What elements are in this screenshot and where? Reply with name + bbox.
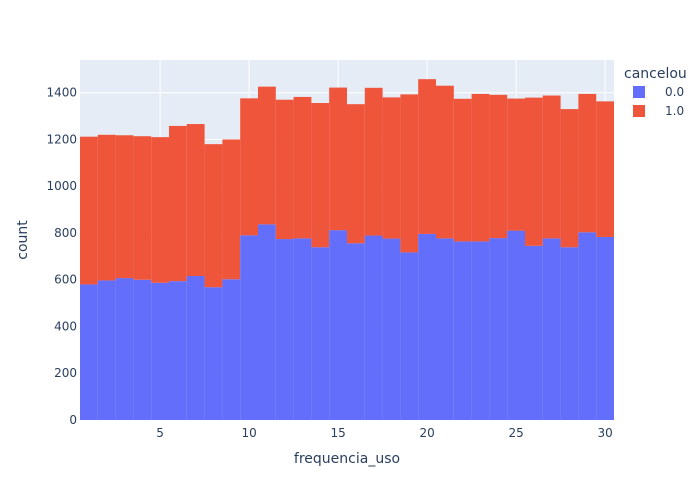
y-tick-label: 1200 <box>46 132 77 146</box>
legend-item[interactable]: 1.0 <box>633 104 684 118</box>
bar-1-0 <box>418 79 436 234</box>
bar-1-0 <box>275 99 294 240</box>
bar-0-0 <box>525 245 543 420</box>
x-tick-labels: 5 10 15 20 25 30 <box>156 426 612 440</box>
bar-0-0 <box>400 252 419 420</box>
bar-0-0 <box>240 235 258 420</box>
bar-1-0 <box>329 87 347 231</box>
bar-0-0 <box>596 236 614 420</box>
bar-1-0 <box>222 139 241 280</box>
bar-1-0 <box>382 97 401 239</box>
bar-1-0 <box>186 124 205 277</box>
bar-1-0 <box>364 87 383 236</box>
legend-swatch <box>633 105 645 117</box>
bar-0-0 <box>311 247 330 420</box>
bar-1-0 <box>560 109 579 248</box>
bar-0-0 <box>578 232 597 420</box>
bar-0-0 <box>436 238 454 420</box>
legend-title: cancelou <box>624 66 687 82</box>
legend-label: 1.0 <box>665 104 684 118</box>
bar-1-0 <box>507 98 525 231</box>
bar-0-0 <box>151 282 169 420</box>
bar-0-0 <box>364 235 383 420</box>
x-tick-label: 10 <box>241 426 256 440</box>
y-tick-label: 200 <box>54 366 77 380</box>
bar-0-0 <box>97 280 116 420</box>
bar-1-0 <box>169 125 187 282</box>
bar-1-0 <box>311 103 330 248</box>
bar-1-0 <box>578 93 597 233</box>
bar-1-0 <box>115 135 134 279</box>
y-tick-labels: 0 200 400 600 800 1000 1200 1400 <box>46 86 77 427</box>
bar-1-0 <box>293 96 312 239</box>
legend-label: 0.0 <box>665 85 684 99</box>
bar-0-0 <box>347 243 365 420</box>
bar-0-0 <box>293 238 312 420</box>
bar-0-0 <box>258 224 276 420</box>
bar-0-0 <box>471 241 490 420</box>
legend-item[interactable]: 0.0 <box>633 85 684 99</box>
bar-1-0 <box>400 94 419 253</box>
x-tick-label: 25 <box>508 426 523 440</box>
legend-swatch <box>633 86 645 98</box>
bar-0-0 <box>542 238 561 420</box>
y-tick-label: 400 <box>54 319 77 333</box>
bar-0-0 <box>80 284 98 420</box>
bar-1-0 <box>525 97 543 246</box>
y-tick-label: 1000 <box>46 179 77 193</box>
bar-0-0 <box>186 276 205 420</box>
y-tick-label: 600 <box>54 273 77 287</box>
x-tick-label: 15 <box>330 426 345 440</box>
y-axis-title: count <box>15 220 31 260</box>
x-tick-label: 20 <box>419 426 434 440</box>
bar-0-0 <box>169 281 187 420</box>
bar-1-0 <box>133 136 152 280</box>
legend[interactable]: cancelou 0.0 1.0 <box>624 66 687 118</box>
bar-1-0 <box>151 137 169 283</box>
bar-1-0 <box>204 144 223 288</box>
bar-0-0 <box>115 278 134 420</box>
bar-0-0 <box>489 238 508 420</box>
bar-1-0 <box>471 93 490 242</box>
bar-0-0 <box>382 238 401 420</box>
y-tick-label: 1400 <box>46 86 77 100</box>
bars <box>80 79 614 420</box>
y-tick-label: 800 <box>54 226 77 240</box>
bar-0-0 <box>453 241 472 420</box>
bar-1-0 <box>489 94 508 239</box>
x-tick-label: 30 <box>597 426 612 440</box>
bar-1-0 <box>240 98 258 236</box>
bar-1-0 <box>596 101 614 237</box>
y-tick-label: 0 <box>69 413 77 427</box>
bar-1-0 <box>436 85 454 239</box>
bar-0-0 <box>204 287 223 420</box>
bar-1-0 <box>258 86 276 225</box>
bar-0-0 <box>275 239 294 420</box>
bar-1-0 <box>97 134 116 281</box>
x-axis-title: frequencia_uso <box>294 451 400 467</box>
bar-1-0 <box>542 95 561 239</box>
bar-1-0 <box>347 104 365 244</box>
bar-0-0 <box>507 230 525 420</box>
bar-0-0 <box>222 279 241 420</box>
x-tick-label: 5 <box>156 426 164 440</box>
bar-0-0 <box>329 230 347 420</box>
bar-0-0 <box>418 233 436 420</box>
bar-0-0 <box>133 279 152 420</box>
bar-1-0 <box>453 98 472 242</box>
bar-1-0 <box>80 136 98 285</box>
bar-0-0 <box>560 247 579 420</box>
